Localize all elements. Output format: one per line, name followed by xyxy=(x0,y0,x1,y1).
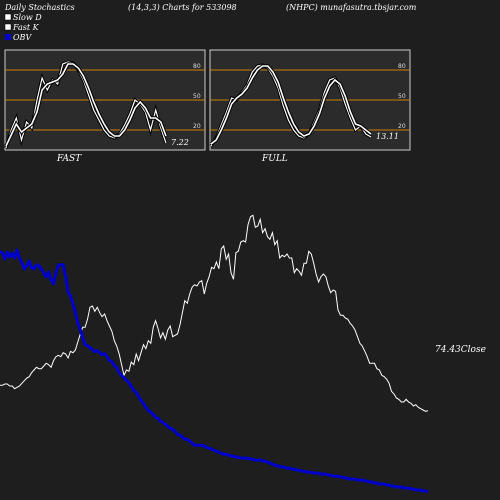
header-right: (NHPC) munafasutra.tbsjar.com xyxy=(286,3,417,12)
fast-tick-label-50: 50 xyxy=(193,93,201,100)
full-series-line-slow-d xyxy=(210,65,372,145)
header-left: Daily Stochastics xyxy=(4,3,75,12)
close-value-label: 74.43Close xyxy=(435,345,486,355)
price-line xyxy=(0,214,429,412)
fast-tick-label-80: 80 xyxy=(193,63,201,70)
legend-label-obv: OBV xyxy=(13,33,32,42)
fast-stochastic-panel: 20 50 80 7.22 xyxy=(4,49,206,151)
legend: Slow D Fast K OBV xyxy=(4,13,42,42)
legend-label-slow-d: Slow D xyxy=(13,13,42,22)
full-tick-label-80: 80 xyxy=(398,63,406,70)
full-tick-label-50: 50 xyxy=(398,93,406,100)
header-middle: (14,3,3) Charts for 533098 xyxy=(128,3,237,12)
legend-label-fast-k: Fast K xyxy=(12,23,40,32)
full-panel-title: FULL xyxy=(261,154,288,164)
legend-swatch-fast-k xyxy=(4,23,12,31)
full-last-value-label: 13.11 xyxy=(376,132,399,141)
fast-series-line-slow-d xyxy=(5,63,167,147)
legend-swatch-slow-d xyxy=(4,13,12,21)
fast-panel-title: FAST xyxy=(56,154,82,164)
fast-tick-label-20: 20 xyxy=(193,123,201,130)
obv-line xyxy=(0,248,429,494)
price-obv-panel xyxy=(0,214,429,494)
fast-last-value-label: 7.22 xyxy=(171,138,189,147)
full-stochastic-panel: 20 50 80 13.11 xyxy=(209,49,411,151)
full-tick-label-20: 20 xyxy=(398,123,406,130)
legend-swatch-obv xyxy=(5,34,11,40)
